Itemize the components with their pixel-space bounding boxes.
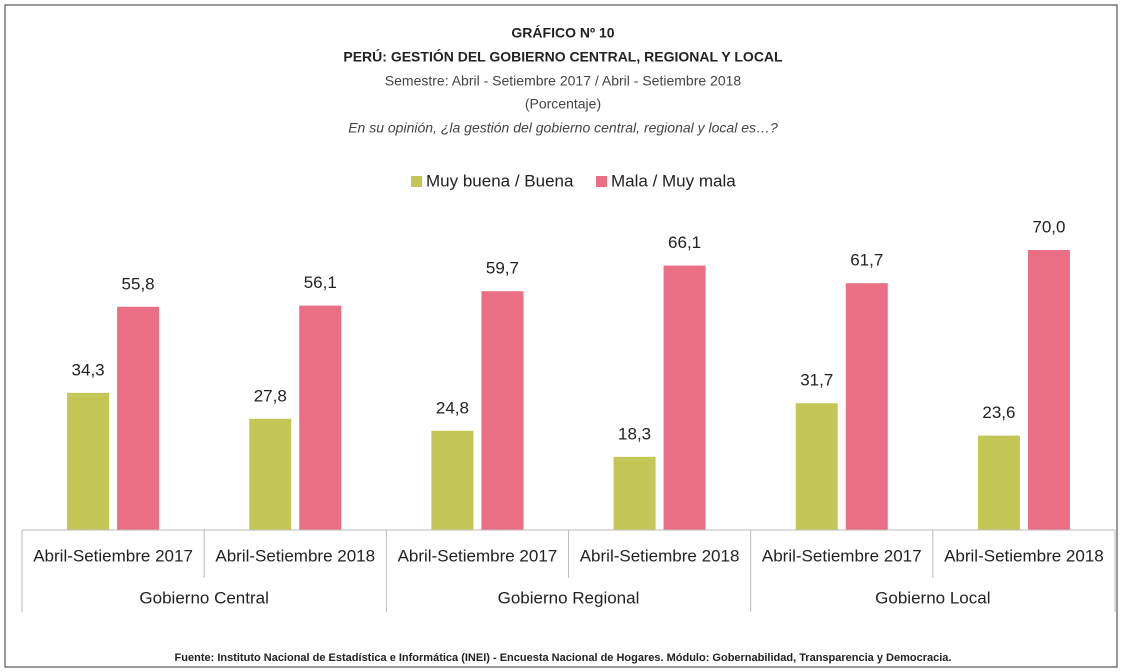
chart-subtitle: PERÚ: GESTIÓN DEL GOBIERNO CENTRAL, REGI…	[343, 48, 783, 65]
x-tick-label: Abril-Setiembre 2017	[762, 546, 922, 565]
value-label: 23,6	[982, 403, 1015, 422]
x-tick-label: Abril-Setiembre 2017	[398, 546, 558, 565]
bar	[613, 456, 656, 530]
value-label: 56,1	[304, 273, 337, 292]
value-label: 61,7	[850, 251, 883, 270]
bar	[663, 265, 706, 530]
x-tick-label: Abril-Setiembre 2018	[215, 546, 375, 565]
value-label: 70,0	[1032, 217, 1065, 236]
value-label: 66,1	[668, 233, 701, 252]
x-tick-label: Abril-Setiembre 2018	[944, 546, 1104, 565]
legend-swatch	[411, 176, 422, 187]
source: Fuente: Instituto Nacional de Estadístic…	[175, 652, 952, 664]
value-label: 24,8	[436, 398, 469, 417]
bar	[249, 418, 292, 530]
bar	[977, 435, 1020, 530]
bar	[299, 305, 342, 530]
bar	[1027, 250, 1070, 530]
legend-swatch	[596, 176, 607, 187]
question: En su opinión, ¿la gestión del gobierno …	[348, 120, 778, 136]
group-label: Gobierno Central	[139, 588, 268, 607]
bar	[431, 430, 474, 530]
legend-label: Mala / Muy mala	[611, 171, 736, 190]
bar	[795, 403, 838, 530]
period: Semestre: Abril - Setiembre 2017 / Abril…	[385, 73, 742, 89]
value-label: 27,8	[254, 386, 287, 405]
bar	[67, 392, 110, 530]
unit: (Porcentaje)	[525, 96, 601, 112]
value-label: 55,8	[122, 274, 155, 293]
bar	[481, 291, 524, 530]
legend-label: Muy buena / Buena	[426, 171, 574, 190]
group-label: Gobierno Local	[875, 588, 990, 607]
value-label: 31,7	[800, 371, 833, 390]
value-label: 18,3	[618, 424, 651, 443]
bar	[845, 283, 888, 530]
x-tick-label: Abril-Setiembre 2017	[33, 546, 193, 565]
bar	[117, 306, 160, 530]
group-label: Gobierno Regional	[498, 588, 640, 607]
chart-title: GRÁFICO Nº 10	[511, 25, 614, 41]
value-label: 34,3	[72, 360, 105, 379]
frame	[4, 4, 1118, 668]
value-label: 59,7	[486, 259, 519, 278]
x-tick-label: Abril-Setiembre 2018	[580, 546, 740, 565]
